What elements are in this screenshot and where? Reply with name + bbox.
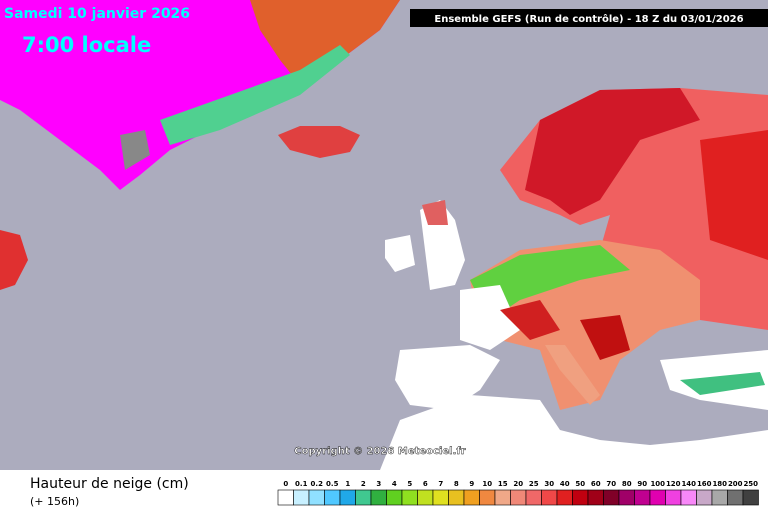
legend-swatch <box>479 489 496 506</box>
map-land <box>0 0 768 470</box>
legend-swatch <box>355 489 372 506</box>
legend-swatch <box>432 489 449 506</box>
legend-swatch <box>634 489 651 506</box>
legend-swatch <box>541 489 558 506</box>
copyright: Copyright © 2026 Meteociel.fr <box>294 446 465 457</box>
legend-label: 0 <box>283 480 288 488</box>
time-label: 7:00 locale <box>22 33 151 57</box>
legend-swatch <box>696 489 713 506</box>
legend-swatch <box>494 489 511 506</box>
legend-swatch <box>463 489 480 506</box>
legend-label: 200 <box>728 480 743 488</box>
run-banner <box>410 9 768 27</box>
legend-label: 160 <box>697 480 712 488</box>
legend-label: 120 <box>666 480 681 488</box>
legend-swatch <box>339 489 356 506</box>
legend-title: Hauteur de neige (cm) <box>30 476 189 492</box>
legend-swatch <box>448 489 465 506</box>
legend-swatch <box>649 489 666 506</box>
legend-label: 1 <box>345 480 350 488</box>
legend-swatch <box>680 489 697 506</box>
legend-swatch <box>293 489 310 506</box>
legend-swatch <box>587 489 604 506</box>
legend-label: 20 <box>513 480 523 488</box>
legend-swatch <box>711 489 728 506</box>
legend-label: 7 <box>438 480 443 488</box>
legend-label: 100 <box>650 480 665 488</box>
run-label: Ensemble GEFS (Run de contrôle) - 18 Z d… <box>434 13 743 25</box>
legend-label: 5 <box>407 480 412 488</box>
legend-label: 0.1 <box>295 480 308 488</box>
legend-swatch <box>417 489 434 506</box>
legend-swatch <box>386 489 403 506</box>
legend-swatch <box>556 489 573 506</box>
legend-label: 60 <box>591 480 601 488</box>
legend-swatch <box>308 489 325 506</box>
legend-swatch <box>370 489 387 506</box>
legend-swatch <box>525 489 542 506</box>
legend-label: 140 <box>681 480 696 488</box>
legend-swatch <box>603 489 620 506</box>
legend-label: 0.5 <box>326 480 339 488</box>
legend-scale: 0 0.1 0.2 0.5 1 2 3 4 5 6 7 8 9 10 15 20 25 30 40 50 60 70 80 9… <box>277 480 759 506</box>
legend-label: 6 <box>423 480 428 488</box>
legend-swatch <box>618 489 635 506</box>
legend-swatch <box>727 489 744 506</box>
legend-label: 70 <box>606 480 616 488</box>
date-label: Samedi 10 janvier 2026 <box>4 6 190 22</box>
legend-swatch <box>401 489 418 506</box>
legend-swatch <box>324 489 341 506</box>
legend-label: 50 <box>575 480 585 488</box>
legend-label: 10 <box>482 480 492 488</box>
legend-label: 90 <box>637 480 647 488</box>
legend-label: 25 <box>529 480 539 488</box>
legend-swatch <box>665 489 682 506</box>
legend-swatch <box>742 489 759 506</box>
legend-label: 15 <box>498 480 508 488</box>
legend-label: 250 <box>743 480 758 488</box>
legend-label: 2 <box>361 480 366 488</box>
legend-swatch <box>277 489 294 506</box>
legend-label: 40 <box>560 480 570 488</box>
legend-label: 4 <box>392 480 397 488</box>
legend-swatch <box>510 489 527 506</box>
legend-label: 8 <box>454 480 459 488</box>
legend-subtitle: (+ 156h) <box>30 495 79 508</box>
legend-label: 3 <box>376 480 381 488</box>
legend-label: 30 <box>544 480 554 488</box>
legend-label: 180 <box>712 480 727 488</box>
legend-label: 0.2 <box>311 480 324 488</box>
legend-label: 9 <box>469 480 474 488</box>
legend-label: 80 <box>622 480 632 488</box>
legend-swatch <box>572 489 589 506</box>
